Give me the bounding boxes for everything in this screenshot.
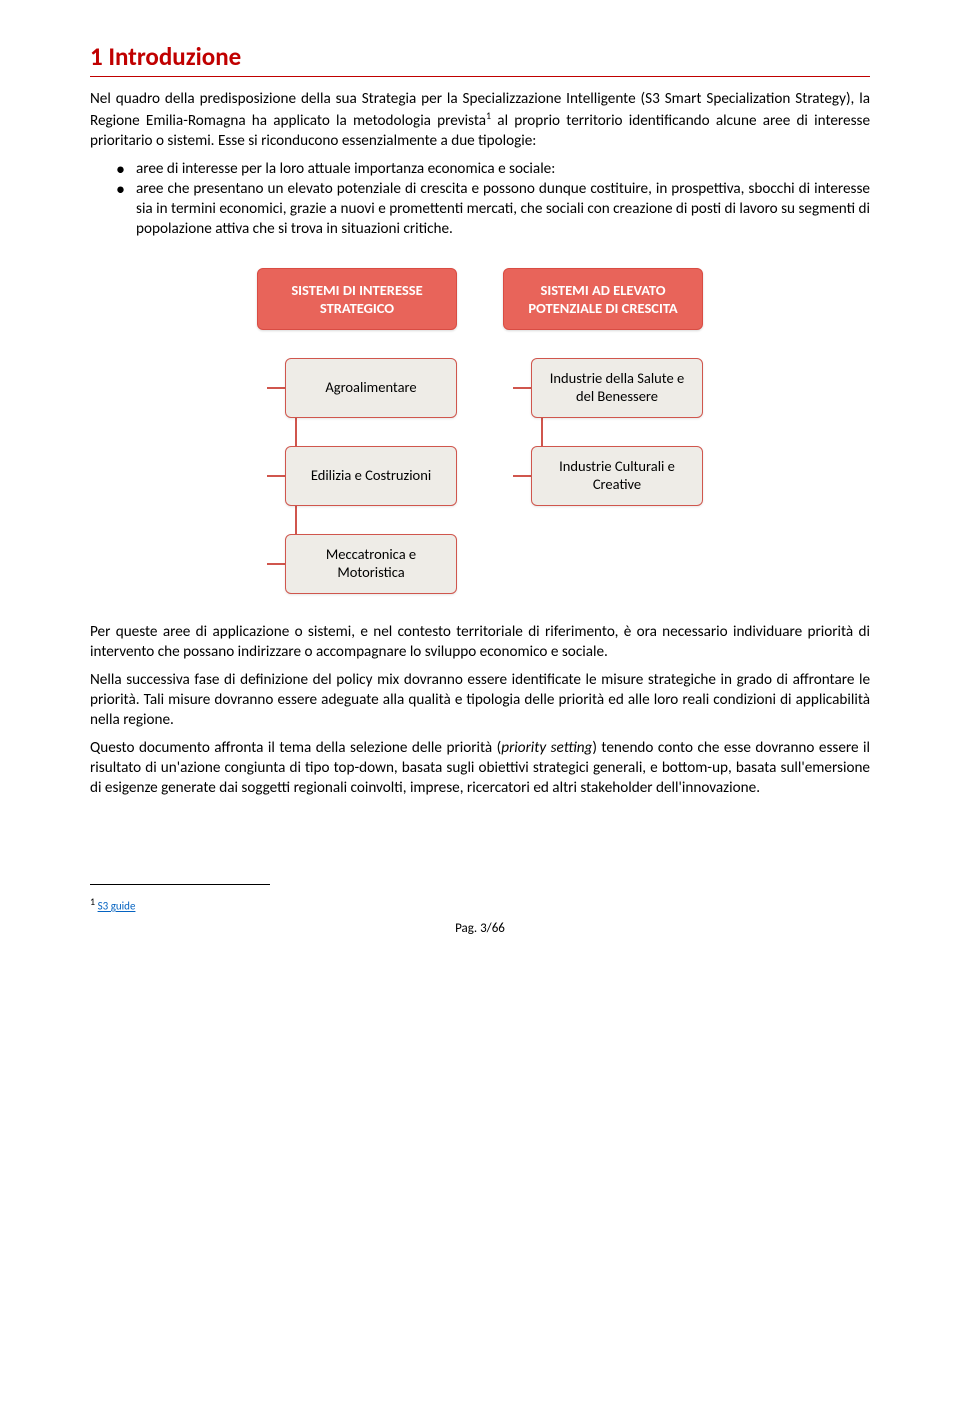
intro-paragraph-1: Nel quadro della predisposizione della s… (90, 89, 870, 151)
diagram-left-column: SISTEMI DI INTERESSE STRATEGICO Agroalim… (257, 268, 457, 594)
connector-horizontal (267, 387, 285, 389)
diagram-child: Meccatronica e Motoristica (285, 534, 457, 594)
connector-horizontal (513, 387, 531, 389)
diagram-child: Edilizia e Costruzioni (285, 446, 457, 506)
section-heading: 1 Introduzione (90, 40, 870, 77)
footnote-marker: 1 (90, 895, 95, 908)
diagram-child: Industrie della Salute e del Benessere (531, 358, 703, 418)
diagram-children-right: Industrie della Salute e del Benessere I… (531, 358, 703, 506)
footnote: 1 S3 guide (90, 895, 870, 914)
footnote-separator (90, 884, 270, 885)
connector-horizontal (267, 475, 285, 477)
diagram-header-right: SISTEMI AD ELEVATO POTENZIALE DI CRESCIT… (503, 268, 703, 330)
paragraph-4: Questo documento affronta il tema della … (90, 738, 870, 798)
diagram-header-left: SISTEMI DI INTERESSE STRATEGICO (257, 268, 457, 330)
diagram-child: Industrie Culturali e Creative (531, 446, 703, 506)
diagram: SISTEMI DI INTERESSE STRATEGICO Agroalim… (90, 268, 870, 594)
bullet-item: aree di interesse per la loro attuale im… (116, 159, 870, 179)
page-number: Pag. 3/66 (90, 920, 870, 937)
diagram-children-left: Agroalimentare Edilizia e Costruzioni Me… (285, 358, 457, 594)
diagram-child: Agroalimentare (285, 358, 457, 418)
para4a: Questo documento affronta il tema della … (90, 739, 501, 757)
diagram-right-column: SISTEMI AD ELEVATO POTENZIALE DI CRESCIT… (503, 268, 703, 594)
connector-horizontal (267, 563, 285, 565)
connector-horizontal (513, 475, 531, 477)
paragraph-2: Per queste aree di applicazione o sistem… (90, 622, 870, 662)
paragraph-3: Nella successiva fase di definizione del… (90, 670, 870, 730)
bullet-list: aree di interesse per la loro attuale im… (116, 159, 870, 239)
footnote-link[interactable]: S3 guide (98, 900, 136, 913)
bullet-item: aree che presentano un elevato potenzial… (116, 179, 870, 239)
para4-italic: priority setting (501, 739, 592, 757)
